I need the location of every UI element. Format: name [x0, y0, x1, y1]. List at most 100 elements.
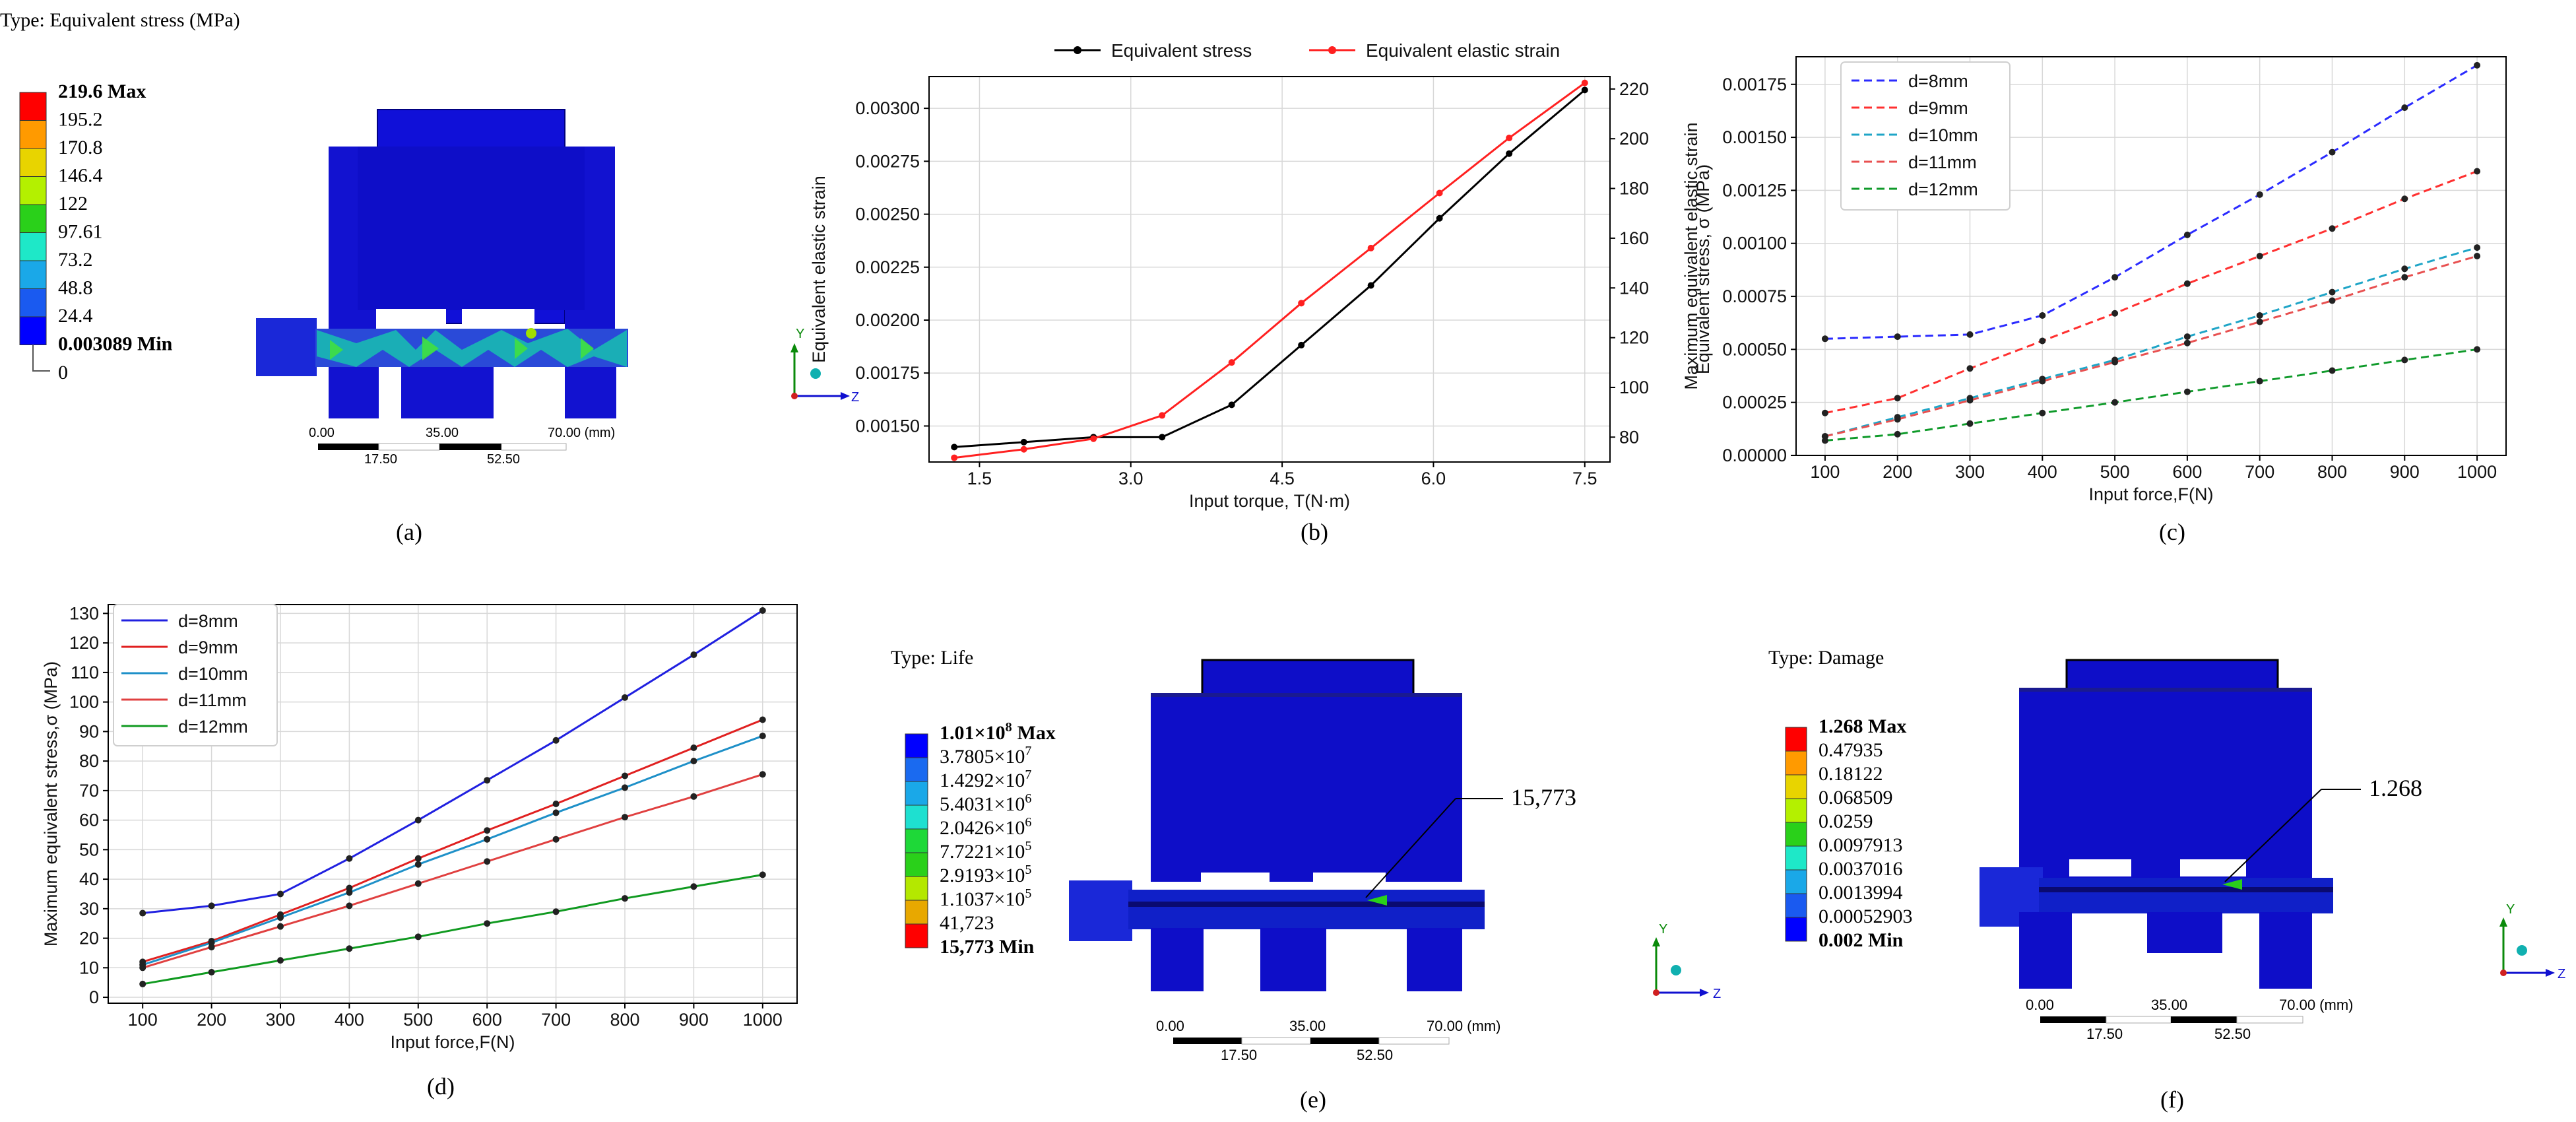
- c-point-3-5: [2183, 339, 2191, 346]
- d-ytick-label-3: 30: [79, 899, 99, 919]
- legend-e-label-6: 2.9193×105: [940, 863, 1031, 886]
- b-ytick-right-label-1: 100: [1619, 378, 1649, 397]
- b-xlabel: Input torque, T(N·m): [1189, 491, 1350, 511]
- scale-a-tick-0: 0.00: [309, 426, 335, 440]
- b-ytick-right-label-2: 120: [1619, 328, 1649, 348]
- b-ytick-label-0: 0.00150: [855, 416, 920, 436]
- triad-f-y: Y: [2506, 902, 2515, 917]
- c-point-4-5: [2183, 388, 2191, 395]
- c-xtick-label-7: 800: [2317, 462, 2347, 482]
- scale-f-tick-0: 0.00: [2026, 997, 2054, 1013]
- legend-a-label-0: 219.6 Max: [58, 81, 146, 102]
- d-ytick-label-12: 120: [69, 633, 99, 653]
- d-point-2-7: [622, 784, 628, 791]
- d-point-4-6: [552, 908, 560, 915]
- c-point-1-3: [2039, 337, 2046, 345]
- d-legend-label-3: d=11mm: [178, 690, 247, 710]
- d-ytick-label-6: 60: [79, 810, 99, 830]
- panel-e: Type: Life 1.01×108 Max3.7805×1071.4292×1…: [891, 647, 1721, 1113]
- legend-e-label-0-suffix: Max: [1017, 722, 1056, 744]
- d-point-1-4: [414, 855, 422, 862]
- b-point-0-9: [1581, 86, 1588, 94]
- c-xtick-label-6: 700: [2245, 462, 2274, 482]
- panel-e-fem-model: 15,773: [1069, 659, 1576, 991]
- legend-a-label-1: 195.2: [58, 109, 103, 131]
- c-legend-label-1: d=9mm: [1908, 98, 1968, 118]
- c-legend-box: [1840, 61, 2011, 211]
- d-point-0-1: [208, 902, 215, 909]
- d-point-0-0: [139, 909, 146, 917]
- b-legend-label-1: Equivalent elastic strain: [1366, 40, 1560, 61]
- d-point-3-2: [277, 923, 284, 930]
- legend-e-label-8: 41,723: [940, 912, 994, 934]
- d-point-1-9: [759, 716, 766, 723]
- caption-e: (e): [1300, 1086, 1326, 1113]
- d-ytick-label-0: 0: [89, 987, 99, 1007]
- c-point-0-9: [2474, 61, 2481, 69]
- c-point-4-3: [2039, 409, 2046, 416]
- d-point-4-1: [208, 969, 215, 976]
- d-legend-box: [113, 604, 278, 746]
- b-ytick-label-1: 0.00175: [855, 363, 920, 383]
- b-ytick-right-label-0: 80: [1619, 427, 1639, 447]
- c-ytick-label-1: 0.00025: [1722, 393, 1787, 412]
- b-point-0-4: [1228, 401, 1235, 409]
- caption-c: (c): [2159, 519, 2185, 545]
- c-point-3-7: [2329, 297, 2336, 304]
- legend-e-label-2-base: 1.4292×10: [940, 770, 1025, 791]
- d-ytick-label-11: 110: [71, 663, 99, 682]
- d-xtick-label-3: 400: [335, 1010, 364, 1030]
- b-point-1-4: [1228, 359, 1235, 366]
- c-point-3-3: [2039, 378, 2046, 385]
- d-xtick-label-5: 600: [472, 1010, 502, 1030]
- scale-e-tick-17: 17.50: [1221, 1047, 1257, 1063]
- b-point-1-1: [1020, 446, 1027, 453]
- c-point-0-2: [1966, 331, 1974, 338]
- legend-e-label-1-exp: 7: [1025, 744, 1031, 758]
- c-xtick-label-9: 1000: [2457, 462, 2497, 482]
- c-point-0-3: [2039, 312, 2046, 319]
- caption-d: (d): [427, 1073, 455, 1100]
- scale-a-tick-35: 35.00: [426, 426, 459, 440]
- legend-f-label-3: 0.068509: [1819, 787, 1893, 808]
- legend-e-label-7-base: 1.1037×10: [940, 888, 1025, 910]
- d-point-4-8: [690, 883, 697, 890]
- c-series-line-0: [1824, 64, 2478, 340]
- legend-e-label-9: 15,773 Min: [940, 936, 1035, 958]
- c-series-line-3: [1824, 255, 2478, 438]
- legend-e-label-4: 2.0426×106: [940, 815, 1031, 839]
- legend-f-label-8: 0.00052903: [1819, 906, 1913, 927]
- d-xtick-label-1: 200: [197, 1010, 226, 1030]
- d-xtick-label-7: 800: [610, 1010, 639, 1030]
- c-ytick-label-6: 0.00150: [1722, 127, 1787, 147]
- d-xtick-label-9: 1000: [743, 1010, 783, 1030]
- panel-f: Type: Damage 1.268 Max0.479350.181220.06…: [1768, 647, 2565, 1113]
- d-legend-label-2: d=10mm: [178, 664, 248, 684]
- b-point-0-7: [1436, 214, 1443, 222]
- legend-e-label-0-base: 1.01×10: [940, 722, 1006, 744]
- d-ytick-label-7: 70: [79, 781, 99, 801]
- d-point-0-3: [346, 855, 353, 862]
- b-ytick-label-3: 0.00225: [855, 257, 920, 277]
- c-point-2-5: [2183, 333, 2191, 341]
- c-ytick-label-3: 0.00075: [1722, 286, 1787, 306]
- c-legend-label-3: d=11mm: [1908, 152, 1977, 172]
- c-legend-label-4: d=12mm: [1908, 180, 1978, 199]
- legend-e-label-0-exp: 8: [1006, 720, 1012, 735]
- b-point-0-0: [951, 444, 958, 451]
- b-legend-label-0: Equivalent stress: [1111, 40, 1252, 61]
- c-series-line-1: [1824, 170, 2478, 414]
- legend-e-label-3-exp: 6: [1025, 791, 1031, 806]
- legend-f-label-6: 0.0037016: [1819, 858, 1903, 880]
- d-point-4-4: [414, 933, 422, 940]
- panel-e-color-legend: 1.01×108 Max3.7805×1071.4292×1075.4031×10…: [905, 720, 1056, 958]
- legend-a-zero-bracket: [32, 345, 50, 372]
- d-series-line-2: [142, 735, 763, 966]
- b-ytick-right-label-7: 220: [1619, 79, 1649, 99]
- b-point-1-6: [1367, 244, 1374, 251]
- c-point-0-1: [1894, 333, 1901, 341]
- legend-a-label-2: 170.8: [58, 137, 103, 158]
- legend-e-label-4-base: 2.0426×10: [940, 817, 1025, 839]
- b-point-1-9: [1581, 79, 1588, 86]
- d-legend-label-0: d=8mm: [178, 611, 238, 631]
